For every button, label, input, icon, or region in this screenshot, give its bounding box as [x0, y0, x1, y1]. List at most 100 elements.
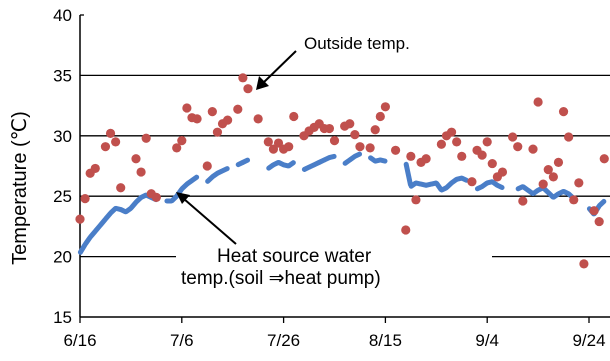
- outside-temp-point: [289, 111, 299, 122]
- water-temp-dash: [82, 235, 93, 247]
- outside-temp-point: [355, 142, 365, 152]
- outside-temp-point: [482, 137, 492, 147]
- annotation-water-arrowhead: [176, 192, 190, 204]
- outside-temp-point: [223, 115, 233, 125]
- x-tick-label-2: 7/26: [267, 331, 300, 350]
- outside-temp-point: [202, 161, 212, 171]
- water-temp-dash: [189, 174, 200, 183]
- x-tick-label-1: 7/6: [170, 331, 194, 350]
- water-temp-dash: [495, 183, 505, 191]
- heat-source-water-series: [77, 151, 607, 255]
- outside-temp-point: [345, 119, 355, 129]
- outside-temp-point: [80, 194, 90, 204]
- outside-temp-point: [390, 145, 401, 155]
- annotation-outside: Outside temp.: [256, 30, 470, 90]
- y-tick-label-40: 40: [53, 6, 72, 25]
- outside-temp-point: [177, 136, 187, 146]
- outside-temp-point: [172, 143, 182, 153]
- axes: [79, 15, 610, 318]
- y-tick-label-35: 35: [53, 66, 72, 85]
- water-temp-dash: [286, 160, 296, 169]
- outside-temp-point: [548, 172, 558, 182]
- outside-temp-point: [136, 167, 146, 177]
- outside-temp-point: [589, 206, 599, 216]
- outside-temp-point: [350, 129, 360, 140]
- outside-temp-point: [553, 157, 564, 167]
- outside-temp-point: [90, 163, 100, 174]
- outside-temp-point: [75, 214, 85, 224]
- outside-temp-point: [365, 143, 375, 153]
- outside-temp-point: [401, 225, 411, 235]
- annotation-outside-arrow: [261, 50, 297, 85]
- outside-temp-point: [528, 144, 538, 154]
- outside-temp-point: [508, 132, 518, 142]
- outside-temp-point: [421, 154, 431, 164]
- annotation-outside-text: Outside temp.: [304, 34, 410, 53]
- outside-temp-point: [564, 132, 574, 142]
- water-temp-dash: [240, 157, 251, 165]
- outside-temp-point: [192, 114, 202, 124]
- outside-temp-point: [273, 138, 284, 148]
- outside-temp-point: [105, 128, 116, 138]
- y-axis-title: Temperature (℃): [9, 111, 31, 265]
- outside-temp-point: [100, 142, 111, 152]
- x-tick-label-3: 8/15: [369, 331, 402, 350]
- outside-temp-series: [75, 73, 609, 269]
- water-temp-dash: [378, 157, 388, 164]
- outside-temp-point: [594, 216, 604, 227]
- outside-temp-point: [436, 139, 446, 149]
- outside-temp-point: [151, 192, 161, 203]
- outside-temp-point: [116, 183, 126, 193]
- outside-temp-point: [452, 137, 462, 147]
- outside-temp-point: [538, 179, 548, 189]
- outside-temp-point: [446, 127, 457, 137]
- outside-temp-point: [268, 144, 279, 154]
- x-tick-label-0: 6/16: [63, 331, 96, 350]
- water-temp-dash: [352, 151, 363, 159]
- outside-temp-point: [518, 196, 528, 206]
- annotation-water-text-2: temp.(soil ⇒heat pump): [181, 268, 381, 289]
- outside-temp-point: [533, 97, 543, 107]
- outside-temp-point: [141, 133, 151, 143]
- outside-temp-point: [477, 150, 487, 160]
- outside-temp-point: [380, 102, 390, 112]
- outside-temp-point: [513, 142, 523, 152]
- outside-temp-point: [579, 259, 589, 269]
- outside-temp-point: [543, 165, 553, 175]
- y-tick-label-30: 30: [53, 127, 72, 146]
- x-tick-label-5: 9/24: [572, 331, 605, 350]
- outside-temp-point: [243, 84, 253, 94]
- annotation-water-text-1: Heat source water: [217, 246, 372, 267]
- outside-temp-point: [375, 111, 385, 122]
- annotation-water-arrow: [183, 198, 237, 245]
- outside-temp-point: [406, 151, 416, 161]
- outside-temp-point: [284, 142, 294, 152]
- outside-temp-point: [457, 151, 467, 161]
- water-temp-dash: [597, 198, 607, 208]
- y-tick-label-15: 15: [53, 308, 72, 327]
- water-temp-dash: [403, 161, 413, 188]
- outside-temp-point: [233, 104, 243, 114]
- annotation-outside-bg: [294, 30, 470, 54]
- outside-temp-point: [569, 195, 579, 205]
- annotation-water-bg: [176, 242, 492, 290]
- outside-temp-point: [182, 103, 192, 113]
- outside-temp-point: [263, 137, 273, 147]
- outside-temp-point: [599, 154, 609, 164]
- y-tick-label-20: 20: [53, 248, 72, 267]
- x-tick-label-4: 9/4: [475, 331, 499, 350]
- water-temp-dash: [327, 153, 337, 160]
- outside-temp-point: [467, 177, 477, 187]
- water-temp-dash: [459, 175, 469, 183]
- outside-temp-point: [207, 107, 217, 117]
- outside-temp-point: [370, 125, 380, 135]
- outside-temp-point: [324, 123, 335, 134]
- outside-temp-point: [253, 114, 263, 124]
- outside-temp-point: [497, 167, 508, 177]
- outside-temp-point: [111, 137, 121, 147]
- outside-temp-point: [238, 73, 248, 83]
- x-tick-labels: 6/16 7/6 7/26 8/15 9/4 9/24: [63, 317, 606, 350]
- outside-temp-point: [487, 158, 497, 169]
- annotation-water: Heat source water temp.(soil ⇒heat pump): [176, 192, 492, 290]
